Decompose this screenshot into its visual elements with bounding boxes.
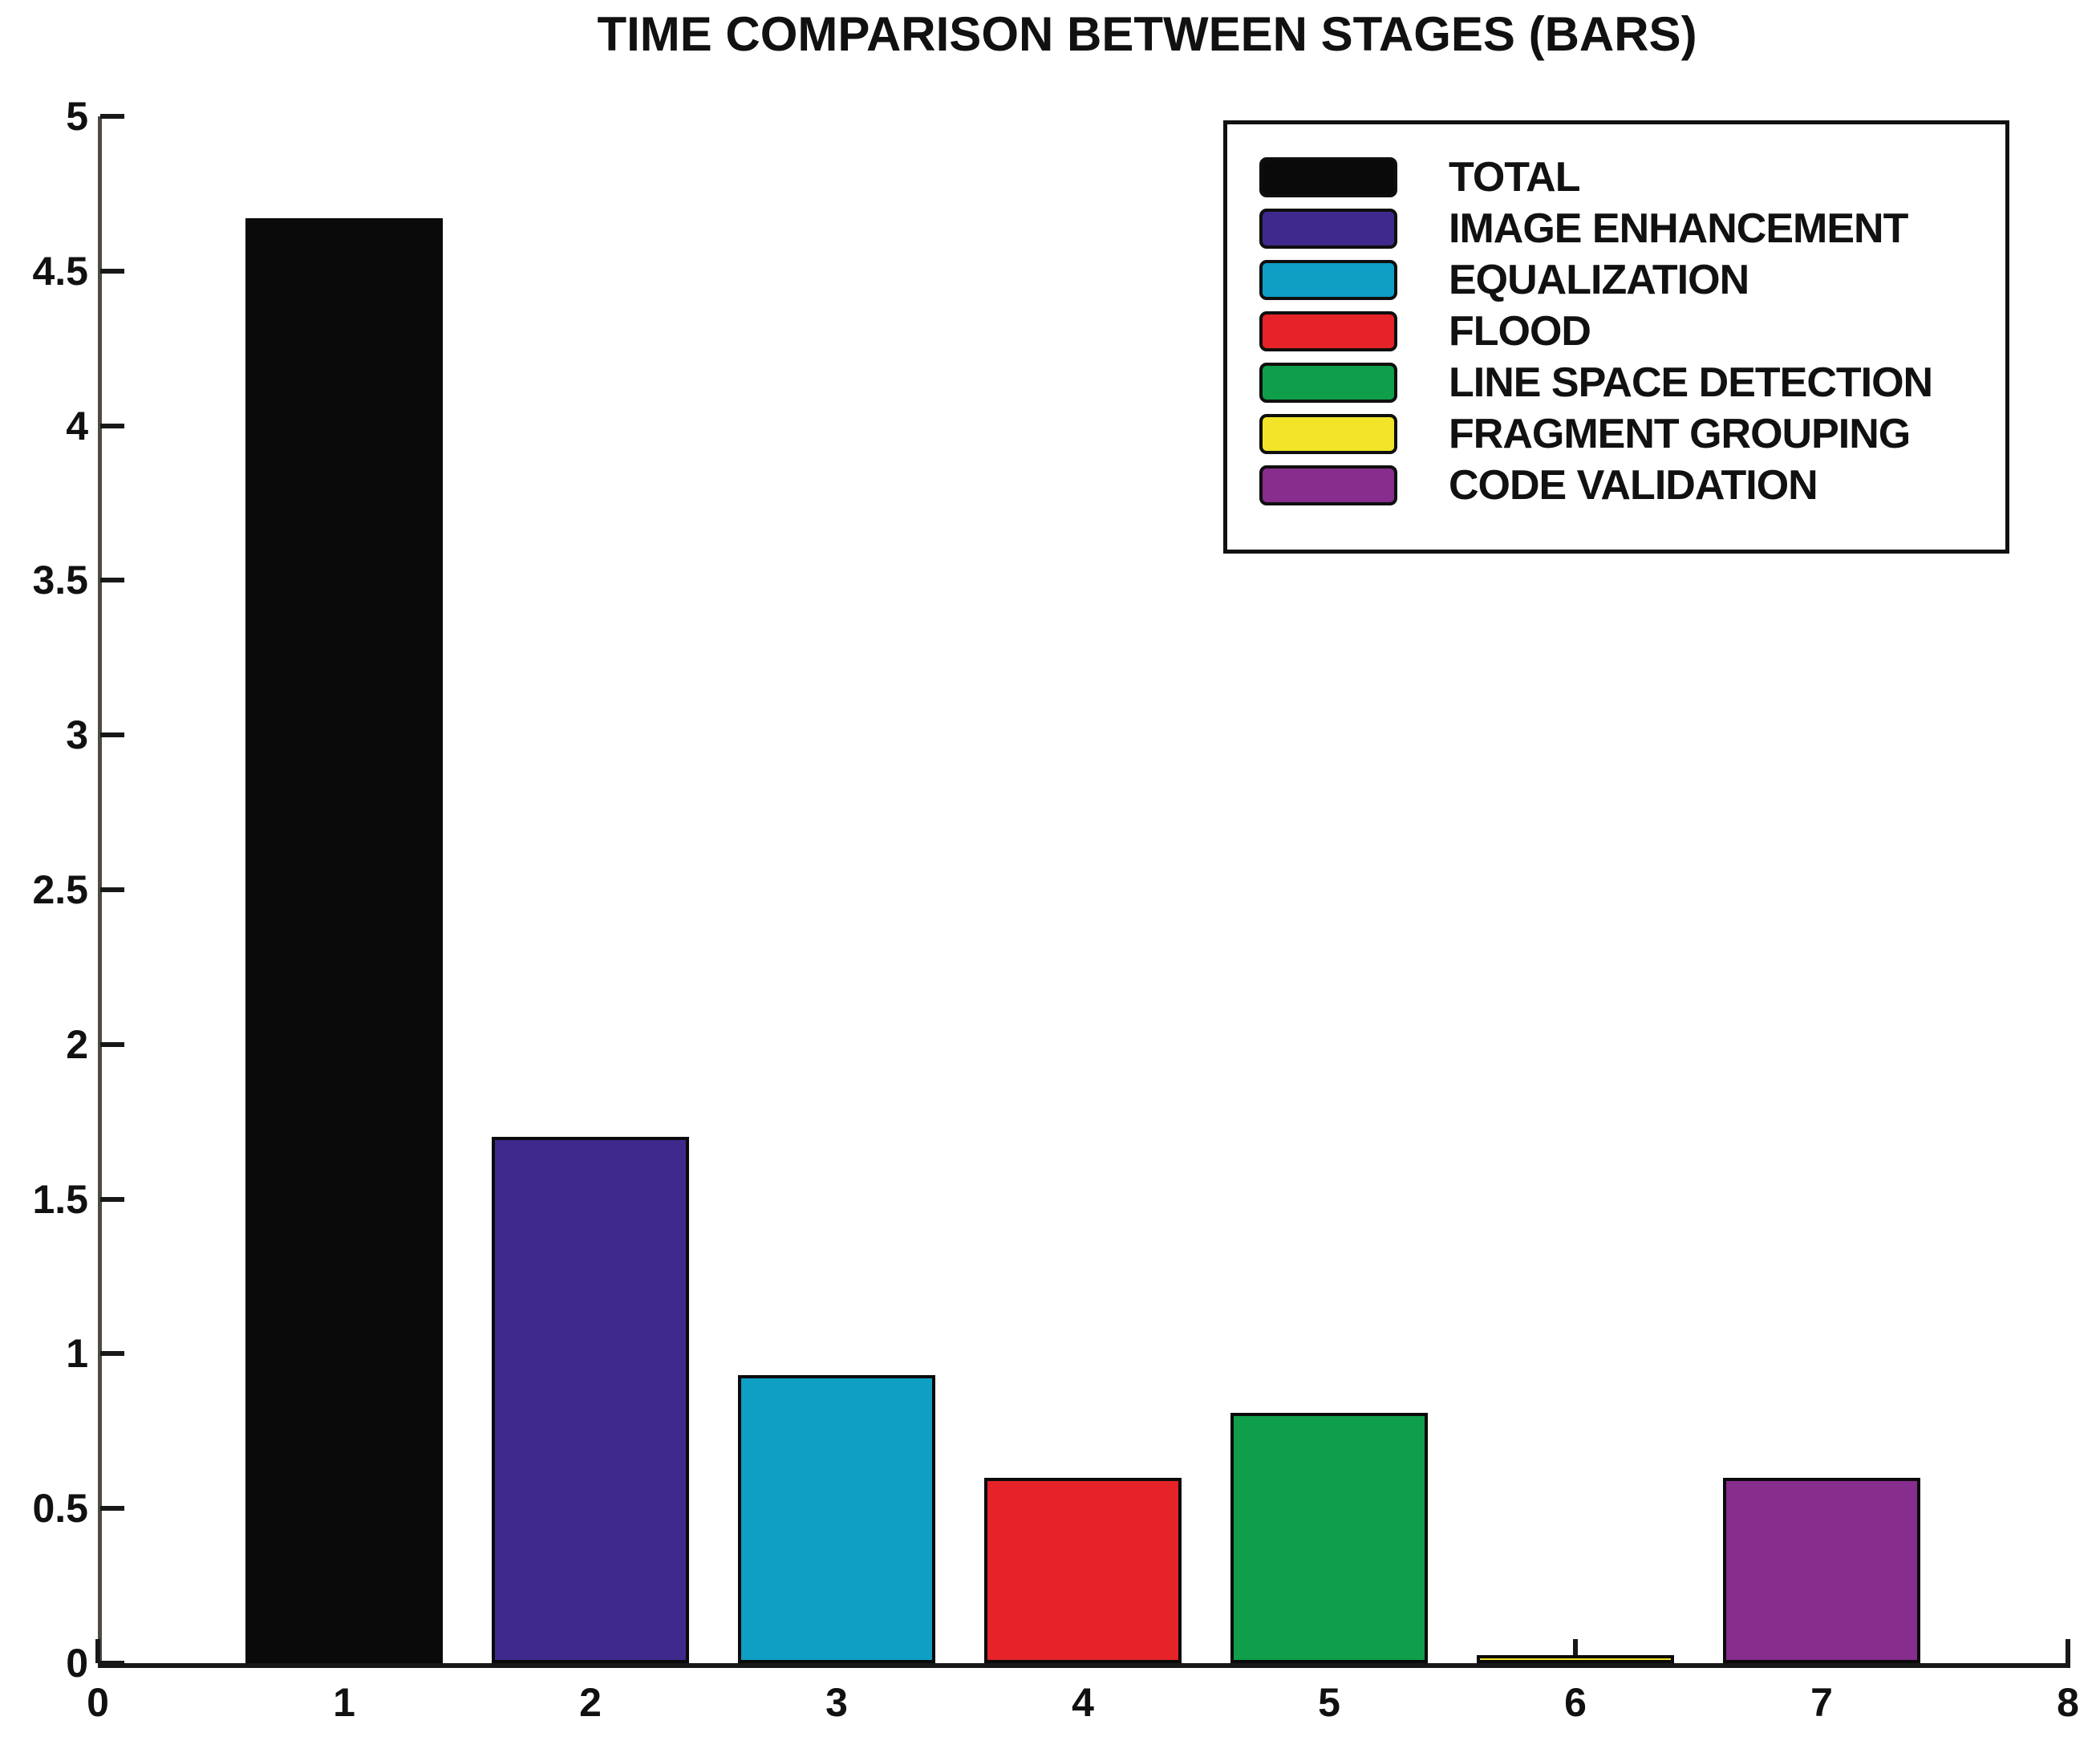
- legend-swatch: [1259, 260, 1397, 300]
- legend-label: FRAGMENT GROUPING: [1449, 411, 1911, 457]
- legend-swatch: [1259, 414, 1397, 454]
- y-tick-label: 1.5: [32, 1176, 88, 1222]
- y-tick-label: 4: [66, 403, 88, 448]
- x-tick: [95, 1639, 100, 1663]
- y-tick-label: 3: [66, 712, 88, 758]
- x-tick-label: 7: [1810, 1680, 1833, 1725]
- legend-row: LINE SPACE DETECTION: [1227, 357, 2005, 408]
- x-tick-label: 4: [1072, 1680, 1094, 1725]
- bar: [1230, 1412, 1428, 1663]
- y-tick-label: 0: [66, 1641, 88, 1686]
- y-tick: [100, 268, 124, 274]
- legend: TOTAL IMAGE ENHANCEMENT EQUALIZATION FLOOD L…: [1223, 120, 2009, 554]
- legend-swatch: [1259, 209, 1397, 249]
- x-tick-label: 3: [825, 1680, 848, 1725]
- legend-swatch: [1259, 465, 1397, 505]
- legend-row: EQUALIZATION: [1227, 254, 2005, 306]
- legend-row: FLOOD: [1227, 306, 2005, 357]
- x-tick-label: 2: [579, 1680, 602, 1725]
- y-tick-label: 4.5: [32, 248, 88, 294]
- x-tick-label: 0: [87, 1680, 109, 1725]
- bar: [245, 218, 443, 1663]
- legend-label: TOTAL: [1449, 154, 1580, 201]
- legend-row: TOTAL: [1227, 152, 2005, 203]
- legend-swatch: [1259, 157, 1397, 197]
- x-tick-label: 8: [2057, 1680, 2079, 1725]
- y-tick: [100, 114, 124, 119]
- y-tick: [100, 1506, 124, 1512]
- y-tick: [100, 1196, 124, 1202]
- legend-swatch: [1259, 311, 1397, 351]
- bar: [1723, 1477, 1920, 1663]
- legend-label: IMAGE ENHANCEMENT: [1449, 205, 1908, 252]
- x-tick: [2066, 1639, 2070, 1663]
- y-tick-label: 3.5: [32, 558, 88, 603]
- x-tick-label: 5: [1318, 1680, 1340, 1725]
- y-tick: [100, 423, 124, 428]
- legend-row: IMAGE ENHANCEMENT: [1227, 203, 2005, 254]
- y-tick-label: 0.5: [32, 1486, 88, 1532]
- bar: [738, 1375, 935, 1663]
- bar: [984, 1477, 1182, 1663]
- legend-label: EQUALIZATION: [1449, 257, 1749, 303]
- y-axis-line: [98, 116, 102, 1668]
- y-tick-label: 2: [66, 1021, 88, 1067]
- y-tick: [100, 887, 124, 892]
- x-tick: [1573, 1639, 1578, 1663]
- bar: [492, 1137, 689, 1663]
- x-tick-label: 1: [333, 1680, 355, 1725]
- legend-swatch: [1259, 363, 1397, 403]
- legend-label: LINE SPACE DETECTION: [1449, 359, 1933, 406]
- y-tick: [100, 1041, 124, 1047]
- bar: [1477, 1655, 1674, 1663]
- y-tick: [100, 732, 124, 738]
- y-tick: [100, 1351, 124, 1357]
- x-axis-line: [98, 1663, 2070, 1668]
- legend-label: CODE VALIDATION: [1449, 462, 1818, 509]
- y-tick: [100, 1661, 124, 1666]
- legend-label: FLOOD: [1449, 308, 1591, 355]
- legend-row: FRAGMENT GROUPING: [1227, 408, 2005, 460]
- legend-row: CODE VALIDATION: [1227, 460, 2005, 511]
- y-tick: [100, 578, 124, 583]
- y-tick-label: 2.5: [32, 867, 88, 912]
- chart-title: TIME COMPARISON BETWEEN STAGES (BARS): [597, 7, 1697, 61]
- y-tick-label: 5: [66, 94, 88, 139]
- x-tick-label: 6: [1564, 1680, 1587, 1725]
- y-tick-label: 1: [66, 1331, 88, 1377]
